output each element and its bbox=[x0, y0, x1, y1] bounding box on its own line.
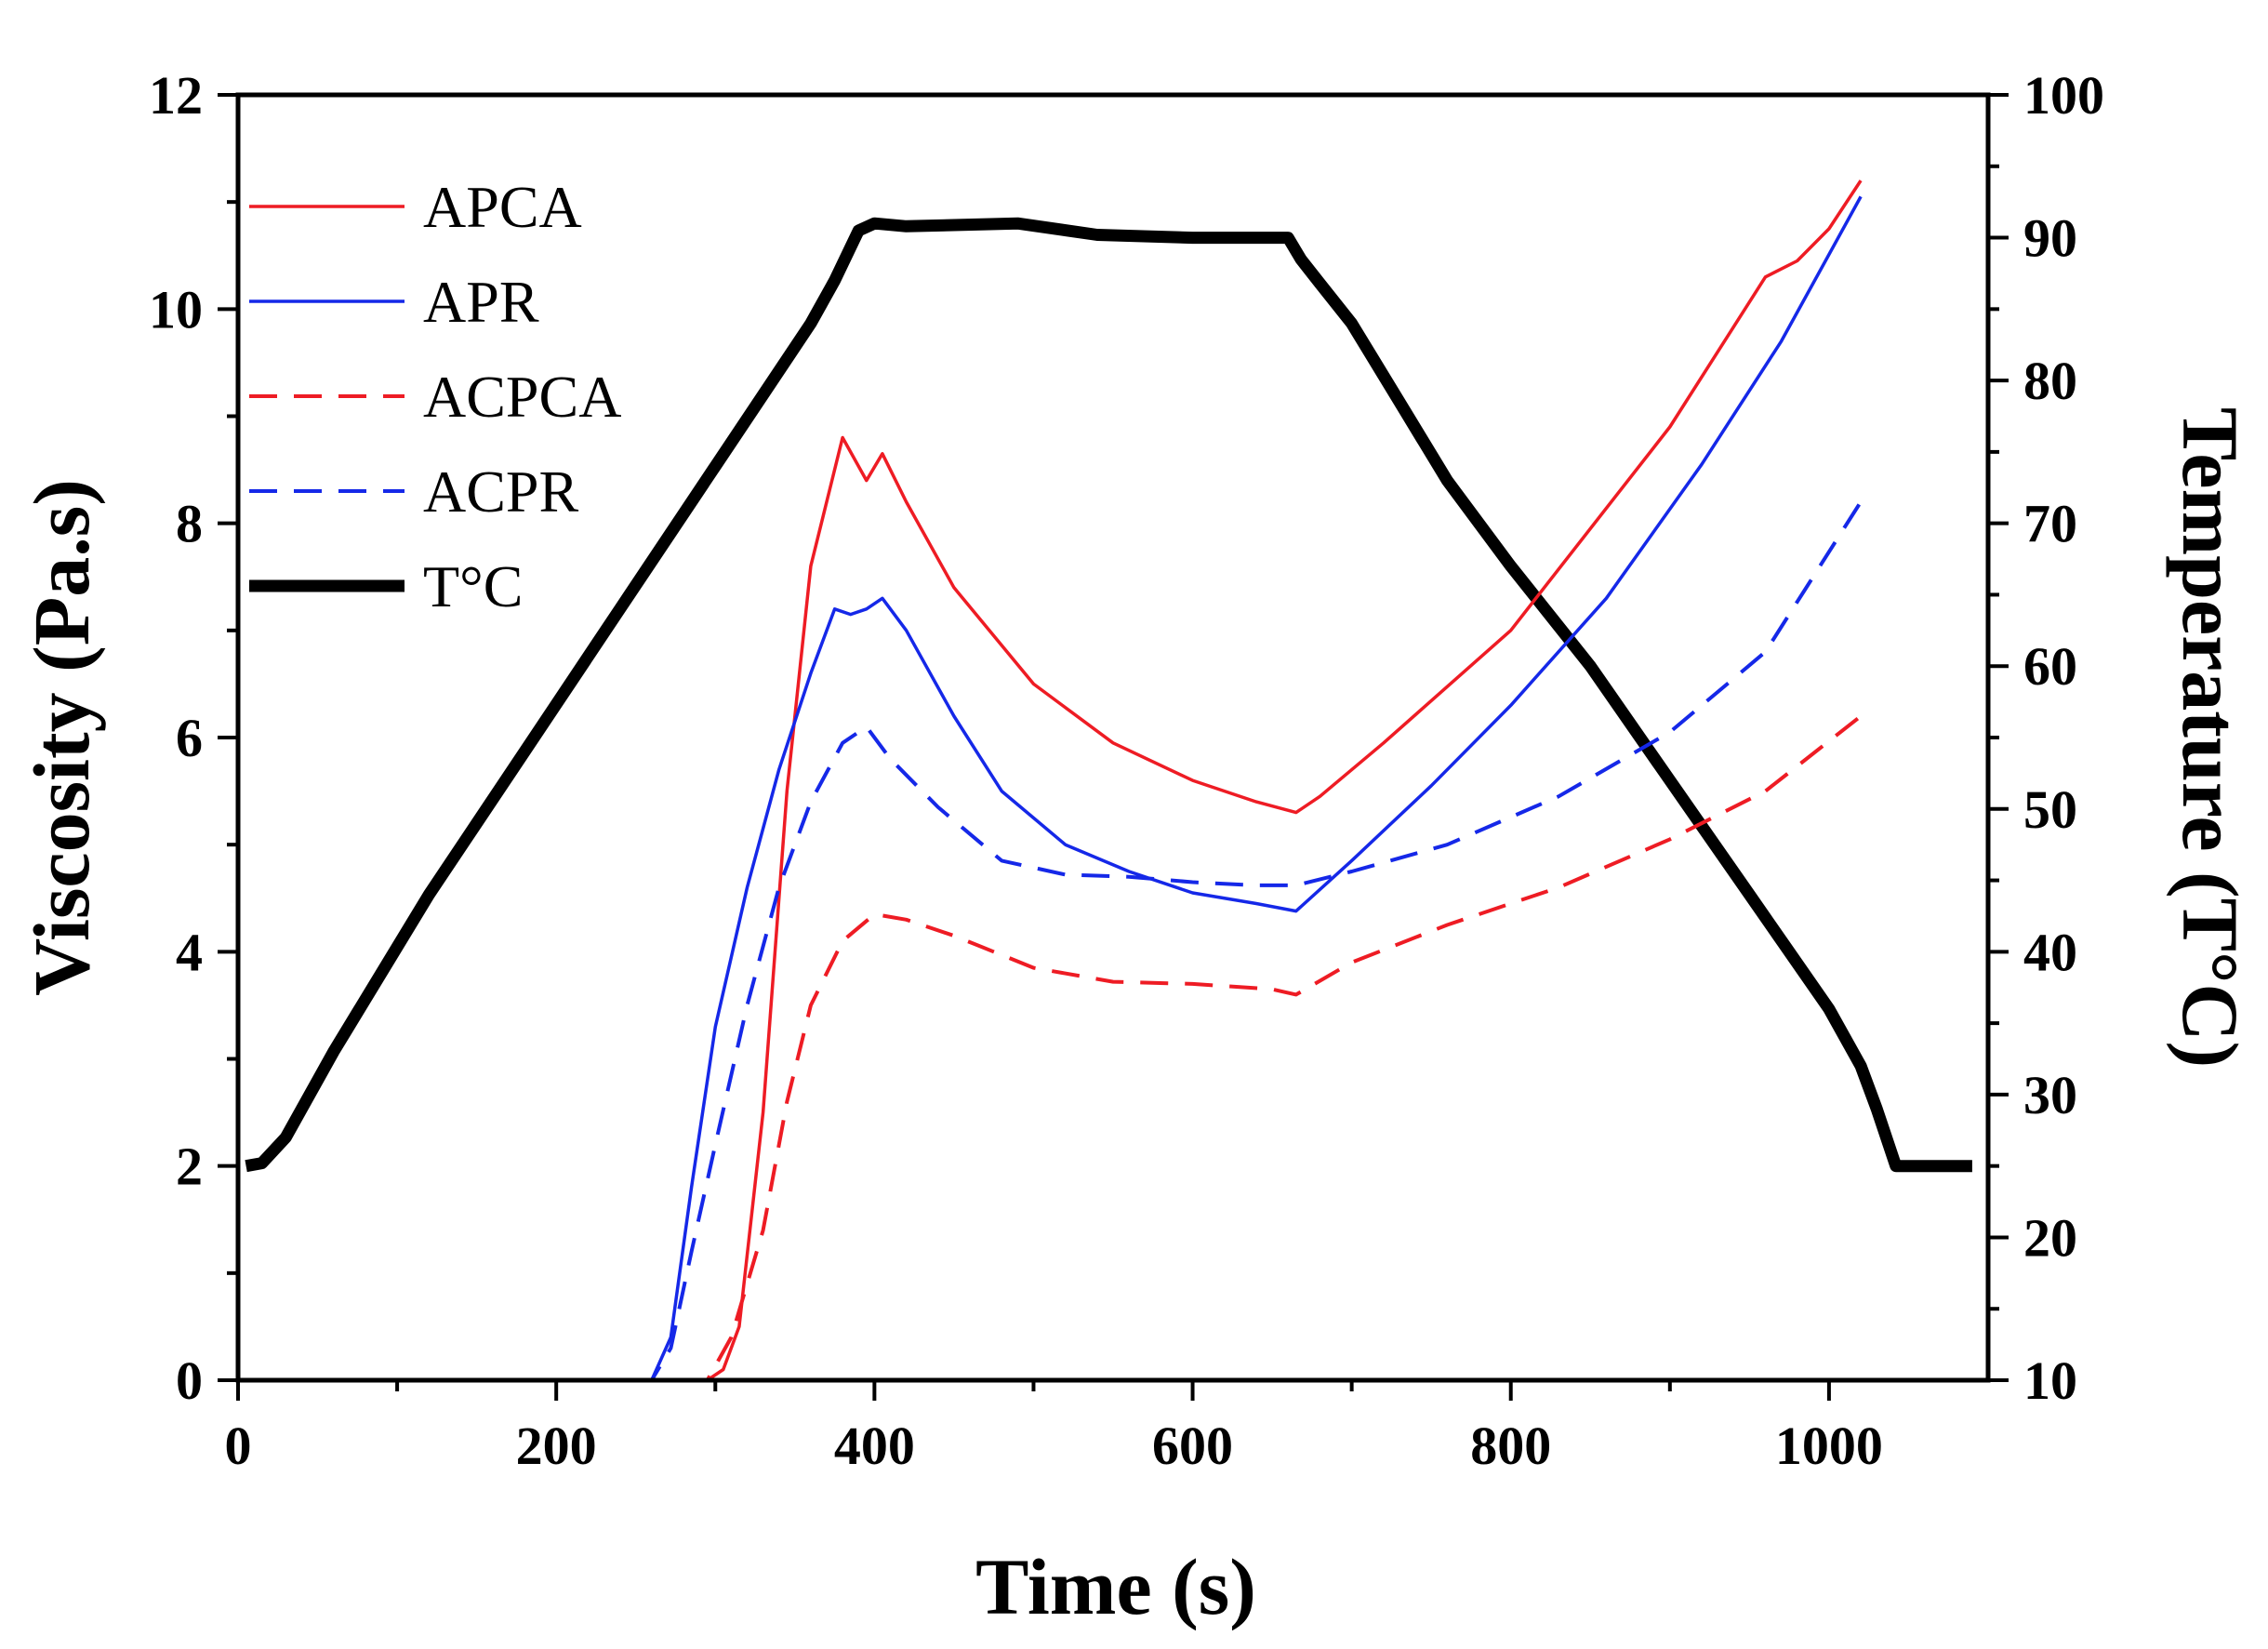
y2-tick-label: 60 bbox=[2023, 636, 2077, 697]
x-axis: 0 200 400 600 800 1000 bbox=[225, 1380, 1883, 1476]
y2-tick-label: 50 bbox=[2023, 779, 2077, 840]
x-tick-label: 600 bbox=[1152, 1416, 1233, 1476]
series-line-acpca bbox=[238, 714, 1863, 1382]
y2-tick-label: 90 bbox=[2023, 208, 2077, 269]
y2-axis-title: Temperature (T°C) bbox=[2166, 407, 2255, 1068]
y-tick-label: 4 bbox=[176, 922, 203, 982]
x-tick-label: 0 bbox=[225, 1416, 252, 1476]
y2-tick-label: 20 bbox=[2023, 1207, 2077, 1268]
legend-label: T°C bbox=[423, 553, 523, 619]
y-axis-title: Viscosity (Pa.s) bbox=[17, 479, 106, 996]
legend-label: ACPCA bbox=[423, 364, 621, 430]
y-axis-left: 0 2 4 6 8 10 12 bbox=[149, 65, 238, 1411]
y-axis-right: 10 20 30 40 50 60 70 80 90 100 bbox=[1988, 65, 2104, 1411]
y-tick-label: 8 bbox=[176, 494, 203, 554]
y-tick-label: 10 bbox=[149, 279, 203, 339]
series-line-acpr bbox=[238, 500, 1863, 1382]
y-tick-label: 6 bbox=[176, 708, 203, 768]
y2-tick-label: 100 bbox=[2023, 65, 2104, 126]
y-tick-label: 12 bbox=[149, 65, 203, 126]
legend-label: APCA bbox=[423, 174, 582, 240]
legend-label: APR bbox=[423, 269, 539, 335]
x-tick-label: 200 bbox=[516, 1416, 597, 1476]
series-layer bbox=[238, 180, 1972, 1382]
y2-tick-label: 80 bbox=[2023, 351, 2077, 411]
x-tick-label: 400 bbox=[834, 1416, 915, 1476]
series-line-apca bbox=[238, 180, 1863, 1382]
legend-label: ACPR bbox=[423, 459, 579, 525]
y-tick-label: 2 bbox=[176, 1137, 203, 1197]
y2-tick-label: 10 bbox=[2023, 1350, 2077, 1411]
y-tick-label: 0 bbox=[176, 1350, 203, 1411]
y2-tick-label: 40 bbox=[2023, 922, 2077, 982]
x-tick-label: 1000 bbox=[1775, 1416, 1883, 1476]
y2-tick-label: 70 bbox=[2023, 494, 2077, 554]
x-tick-label: 800 bbox=[1470, 1416, 1551, 1476]
x-axis-title: Time (s) bbox=[975, 1542, 1256, 1631]
series-line-apr bbox=[238, 195, 1863, 1382]
legend: APCA APR ACPCA ACPR T°C bbox=[249, 174, 621, 619]
y2-tick-label: 30 bbox=[2023, 1065, 2077, 1125]
series-line-t-c bbox=[245, 217, 1972, 1173]
